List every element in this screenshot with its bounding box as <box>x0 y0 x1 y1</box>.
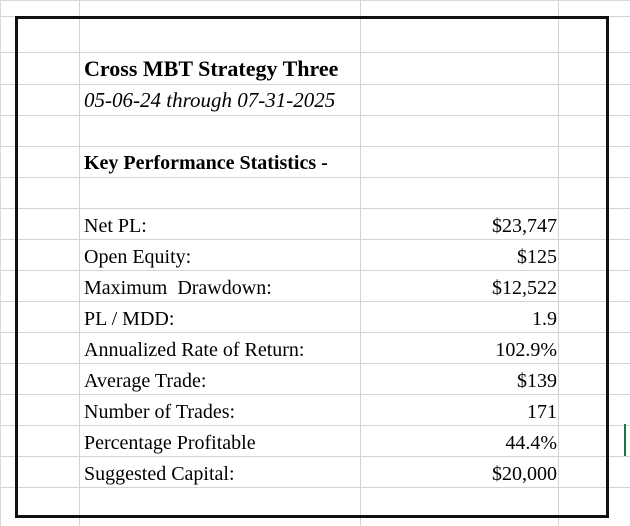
stat-value-open-equity[interactable]: $125 <box>517 246 557 268</box>
stat-label-open-equity[interactable]: Open Equity: <box>84 246 192 268</box>
stat-value-maximum-drawdown[interactable]: $12,522 <box>492 277 557 299</box>
stat-label-average-trade[interactable]: Average Trade: <box>84 370 207 392</box>
row-gridline <box>0 301 630 302</box>
row-gridline <box>0 332 630 333</box>
stat-label-suggested-capital[interactable]: Suggested Capital: <box>84 463 235 485</box>
row-gridline <box>0 394 630 395</box>
stat-label-net-pl[interactable]: Net PL: <box>84 215 147 237</box>
stat-value-average-trade[interactable]: $139 <box>517 370 557 392</box>
stat-value-number-of-trades[interactable]: 171 <box>527 401 557 423</box>
row-gridline <box>0 84 630 85</box>
report-date-range[interactable]: 05-06-24 through 07-31-2025 <box>84 88 336 112</box>
stat-value-percentage-profitable[interactable]: 44.4% <box>505 432 557 454</box>
selected-cell-edge[interactable] <box>624 424 630 456</box>
stat-label-number-of-trades[interactable]: Number of Trades: <box>84 401 236 423</box>
section-heading[interactable]: Key Performance Statistics - <box>84 152 328 174</box>
stat-label-percentage-profitable[interactable]: Percentage Profitable <box>84 432 256 454</box>
stat-value-net-pl[interactable]: $23,747 <box>492 215 557 237</box>
row-gridline <box>0 208 630 209</box>
column-gridline <box>360 0 361 526</box>
row-gridline <box>0 239 630 240</box>
row-gridline <box>0 456 630 457</box>
report-title[interactable]: Cross MBT Strategy Three <box>84 56 339 81</box>
row-gridline <box>0 146 630 147</box>
column-gridline <box>79 0 80 526</box>
column-gridline <box>558 0 559 526</box>
row-gridline <box>0 363 630 364</box>
row-gridline <box>0 115 630 116</box>
stat-value-suggested-capital[interactable]: $20,000 <box>492 463 557 485</box>
stat-label-maximum-drawdown[interactable]: Maximum Drawdown: <box>84 277 272 299</box>
row-gridline <box>0 177 630 178</box>
row-gridline <box>0 52 630 53</box>
stat-label-pl-mdd[interactable]: PL / MDD: <box>84 308 175 330</box>
stat-label-annualized-return[interactable]: Annualized Rate of Return: <box>84 339 305 361</box>
report-border-box <box>15 16 609 518</box>
row-gridline <box>0 487 630 488</box>
stat-value-annualized-return[interactable]: 102.9% <box>495 339 557 361</box>
row-gridline <box>0 270 630 271</box>
stat-value-pl-mdd[interactable]: 1.9 <box>532 308 557 330</box>
row-gridline <box>0 425 630 426</box>
